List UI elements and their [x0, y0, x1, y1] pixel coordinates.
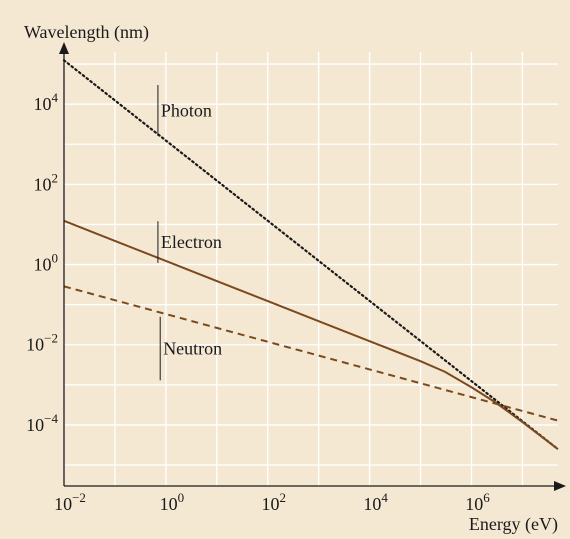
y-tick-label: 10−4 [26, 411, 58, 435]
y-tick-label: 10−2 [26, 331, 58, 355]
y-axis-arrow [59, 42, 69, 54]
x-tick-label: 104 [363, 490, 388, 514]
grid [63, 52, 558, 486]
series-lines [62, 59, 560, 451]
y-axis-title: Wavelength (nm) [24, 22, 149, 43]
x-axis-title: Energy (eV) [469, 514, 558, 535]
y-tick-label: 102 [34, 170, 59, 194]
x-tick-label: 102 [261, 490, 286, 514]
y-tick-label: 100 [34, 251, 59, 275]
series-labels: Photon Electron Neutron [157, 85, 222, 381]
series-label-electron: Electron [161, 232, 222, 252]
x-tick-label: 10−2 [54, 490, 86, 514]
series-line-neutron [63, 285, 559, 422]
axes [59, 42, 566, 491]
series-line-photon [62, 59, 560, 451]
x-tick-label: 100 [160, 490, 185, 514]
series-line-electron [63, 219, 559, 451]
tick-labels: 10−2 100 102 104 106 10−4 10−2 100 102 104 [26, 90, 490, 514]
series-label-neutron: Neutron [163, 338, 222, 358]
y-tick-label: 104 [34, 90, 59, 114]
x-tick-label: 106 [465, 490, 490, 514]
x-axis-arrow [554, 481, 566, 491]
series-label-photon: Photon [161, 101, 212, 121]
